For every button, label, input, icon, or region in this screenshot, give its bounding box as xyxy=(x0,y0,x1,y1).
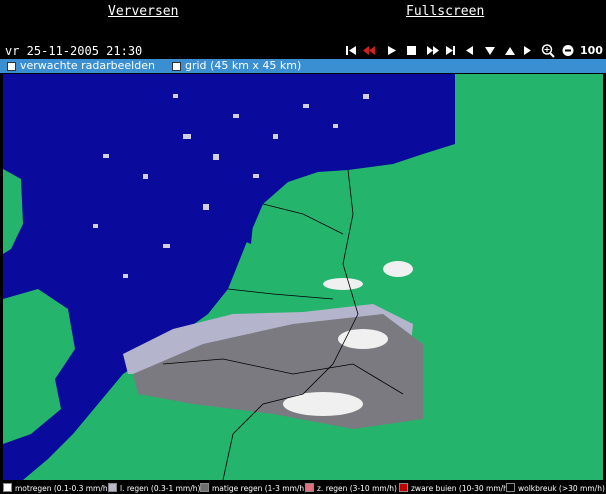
legend: motregen (0.1-0.3 mm/h) l. regen (0.3-1 m… xyxy=(3,481,606,494)
legend-label: zware buien (10-30 mm/h) xyxy=(411,484,511,493)
legend-label: motregen (0.1-0.3 mm/h) xyxy=(15,484,111,493)
radar-map xyxy=(3,74,603,480)
rain-speckle xyxy=(93,94,369,278)
pan-left[interactable] xyxy=(466,46,473,55)
legend-label: z. regen (3-10 mm/h) xyxy=(317,484,397,493)
option[interactable]: grid (45 km x 45 km) xyxy=(172,59,301,72)
playback-controls xyxy=(346,44,574,58)
legend-swatch xyxy=(200,483,209,492)
legend-swatch xyxy=(399,483,408,492)
last-button[interactable] xyxy=(446,46,455,55)
legend-item: z. regen (3-10 mm/h) xyxy=(305,483,397,493)
timestamp: vr 25-11-2005 21:30 xyxy=(5,44,143,58)
options-bar: verwachte radarbeelden grid (45 km x 45 … xyxy=(0,59,606,73)
legend-item: motregen (0.1-0.3 mm/h) xyxy=(3,483,111,493)
option[interactable]: verwachte radarbeelden xyxy=(7,59,155,72)
back-button[interactable] xyxy=(363,46,375,55)
legend-swatch xyxy=(305,483,314,492)
toolbar: vr 25-11-2005 21:30 100 xyxy=(0,42,606,59)
forward-button[interactable] xyxy=(427,46,439,55)
zoom-in[interactable] xyxy=(541,44,555,58)
zoom-level: 100 xyxy=(580,44,603,57)
legend-swatch xyxy=(108,483,117,492)
legend-swatch xyxy=(3,483,12,492)
refresh-link[interactable]: Verversen xyxy=(108,4,179,19)
option-label: grid (45 km x 45 km) xyxy=(185,59,302,72)
legend-label: matige regen (1-3 mm/h) xyxy=(212,484,308,493)
legend-swatch xyxy=(506,483,515,492)
legend-item: wolkbreuk (>30 mm/h) xyxy=(506,483,605,493)
zoom-out[interactable] xyxy=(562,45,574,56)
fullscreen-link[interactable]: Fullscreen xyxy=(406,4,485,19)
legend-item: l. regen (0.3-1 mm/h) xyxy=(108,483,200,493)
pan-up[interactable] xyxy=(505,47,515,55)
borders xyxy=(162,169,404,480)
play-button[interactable] xyxy=(388,46,396,55)
first-button[interactable] xyxy=(346,46,356,55)
legend-item: zware buien (10-30 mm/h) xyxy=(399,483,511,493)
pan-right[interactable] xyxy=(524,46,531,55)
option-label: verwachte radarbeelden xyxy=(20,59,155,72)
pan-down[interactable] xyxy=(485,47,495,55)
legend-item: matige regen (1-3 mm/h) xyxy=(200,483,307,493)
legend-label: wolkbreuk (>30 mm/h) xyxy=(518,484,605,493)
stop-button[interactable] xyxy=(407,46,416,55)
legend-label: l. regen (0.3-1 mm/h) xyxy=(120,484,201,493)
